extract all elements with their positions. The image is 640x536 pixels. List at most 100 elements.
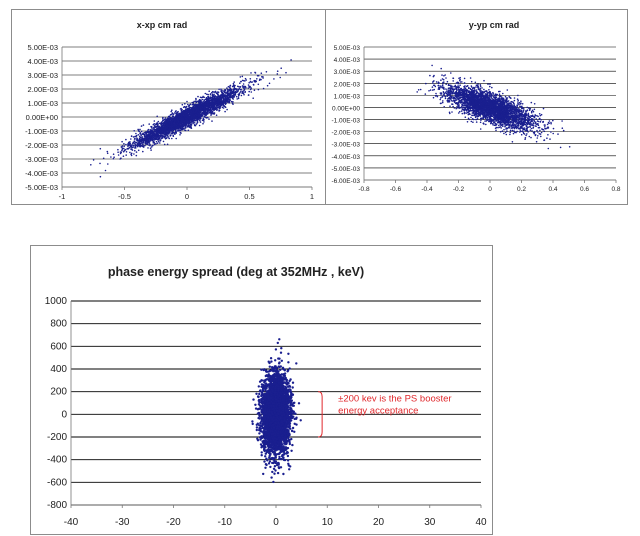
- data-point: [169, 123, 171, 125]
- data-point: [232, 103, 234, 105]
- data-point: [455, 108, 457, 110]
- data-point: [157, 142, 159, 144]
- data-point: [193, 101, 195, 103]
- data-point: [169, 117, 171, 119]
- data-point: [254, 89, 256, 91]
- data-point: [204, 110, 206, 112]
- data-point: [198, 106, 200, 108]
- data-point: [200, 114, 202, 116]
- data-point: [148, 123, 150, 125]
- data-point: [200, 116, 202, 118]
- data-point: [150, 149, 152, 151]
- data-point: [181, 113, 183, 115]
- data-point: [277, 70, 279, 72]
- data-point: [488, 89, 490, 91]
- data-point: [148, 142, 150, 144]
- data-point: [253, 84, 255, 86]
- data-point: [202, 99, 204, 101]
- data-point: [179, 129, 181, 131]
- data-point: [250, 78, 252, 80]
- data-point: [169, 129, 171, 131]
- data-point: [100, 148, 102, 150]
- data-point: [188, 114, 190, 116]
- data-point: [163, 136, 165, 138]
- data-point: [174, 133, 176, 135]
- data-point: [452, 80, 454, 82]
- data-point: [256, 78, 258, 80]
- data-point: [476, 89, 478, 91]
- data-point: [131, 147, 133, 149]
- data-point: [202, 123, 204, 125]
- data-point: [224, 111, 226, 113]
- data-point: [227, 89, 229, 91]
- y-tick-label: 2.00E-03: [28, 85, 58, 94]
- data-point: [171, 126, 173, 128]
- data-point: [231, 101, 233, 103]
- data-point: [180, 132, 182, 134]
- data-point: [252, 97, 254, 99]
- data-point: [563, 130, 565, 132]
- data-point: [224, 89, 226, 91]
- data-point: [211, 99, 213, 101]
- data-point: [163, 129, 165, 131]
- data-point: [195, 104, 197, 106]
- data-point: [182, 104, 184, 106]
- chart-x-xp-svg: x-xp cm rad5.00E-034.00E-033.00E-032.00E…: [12, 10, 325, 204]
- data-point: [118, 154, 120, 156]
- data-point: [465, 116, 467, 118]
- data-point: [218, 110, 220, 112]
- data-point: [173, 115, 175, 117]
- data-point: [156, 141, 158, 143]
- data-point: [140, 136, 142, 138]
- data-point: [186, 101, 188, 103]
- data-point: [216, 114, 218, 116]
- data-point: [173, 135, 175, 137]
- data-point: [239, 94, 241, 96]
- data-point: [205, 105, 207, 107]
- data-point: [202, 101, 204, 103]
- y-tick-label: -3.00E-03: [25, 155, 58, 164]
- data-point: [136, 138, 138, 140]
- data-point: [207, 96, 209, 98]
- data-point: [199, 104, 201, 106]
- data-point: [228, 90, 230, 92]
- data-point: [280, 67, 282, 69]
- data-point: [513, 133, 515, 135]
- chart-title: x-xp cm rad: [137, 20, 188, 30]
- data-point: [203, 116, 205, 118]
- data-point: [144, 145, 146, 147]
- data-point: [161, 126, 163, 128]
- data-point: [169, 131, 171, 133]
- data-point: [216, 96, 218, 98]
- data-point: [156, 136, 158, 138]
- data-point: [138, 140, 140, 142]
- data-point: [162, 117, 164, 119]
- data-point: [117, 149, 119, 151]
- data-point: [242, 85, 244, 87]
- y-tick-label: 5.00E-03: [334, 45, 361, 52]
- data-point: [248, 91, 250, 93]
- data-point: [203, 118, 205, 120]
- data-point: [233, 90, 235, 92]
- data-point: [239, 82, 241, 84]
- data-point: [429, 75, 431, 77]
- data-point: [254, 80, 256, 82]
- data-point: [160, 135, 162, 137]
- data-point: [130, 153, 132, 155]
- data-point: [100, 176, 102, 178]
- x-tick-label: -0.5: [118, 192, 131, 201]
- data-point: [535, 118, 537, 120]
- data-point: [133, 142, 135, 144]
- data-point: [499, 93, 501, 95]
- y-tick-label: -6.00E-03: [331, 178, 360, 185]
- data-point: [236, 98, 238, 100]
- data-point: [207, 117, 209, 119]
- data-point: [480, 85, 482, 87]
- data-point: [440, 68, 442, 70]
- data-point: [174, 125, 176, 127]
- data-point: [233, 86, 235, 88]
- y-tick-label: 4.00E-03: [334, 57, 361, 64]
- y-tick-label: 1.00E-03: [334, 93, 361, 100]
- data-point: [195, 114, 197, 116]
